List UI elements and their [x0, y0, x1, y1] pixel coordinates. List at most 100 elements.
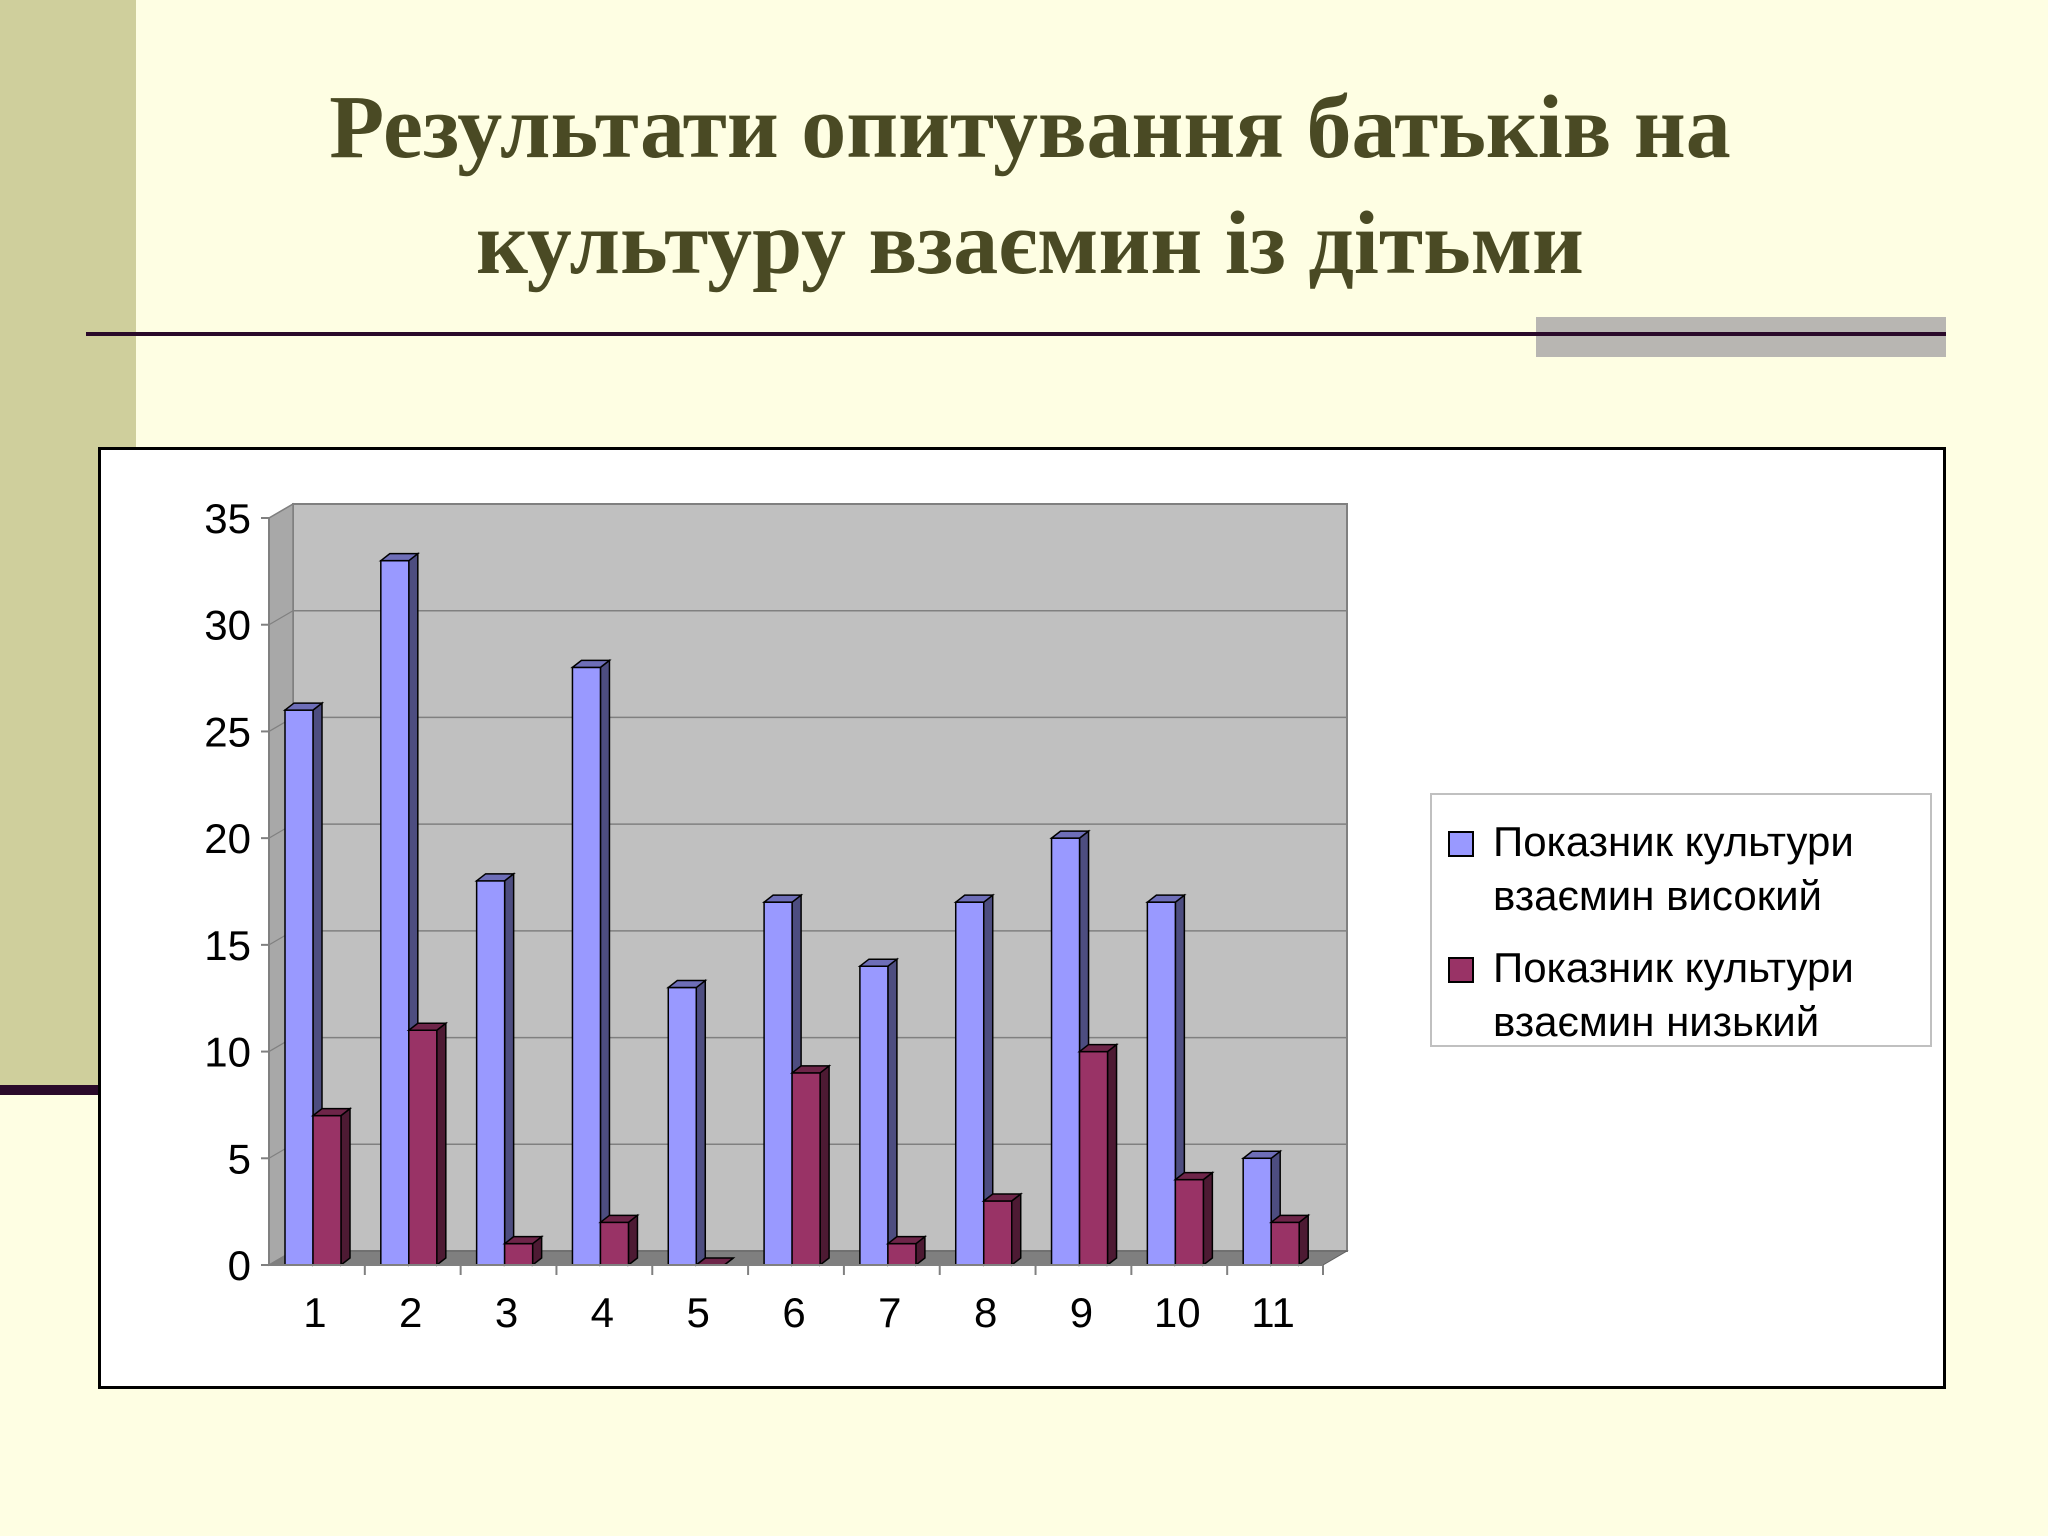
bar-high-7: [857, 957, 900, 1267]
bar-high-2: [378, 552, 421, 1267]
x-tick-label: 2: [399, 1289, 422, 1336]
bar-low-4: [598, 1213, 640, 1267]
bar-front: [1146, 901, 1177, 1266]
legend-label-line-2: взаємин низький: [1493, 998, 1819, 1045]
bar-side: [1202, 1171, 1214, 1267]
bar-front: [599, 1221, 630, 1266]
bar-front: [667, 986, 698, 1266]
bar-front: [887, 1242, 917, 1266]
bar-front: [284, 709, 314, 1266]
slide-title-line-1: Результати опитування батьків на: [329, 78, 1731, 177]
y-tick-label: 30: [204, 602, 251, 649]
bar-top: [1268, 1214, 1311, 1224]
bar-side: [1298, 1213, 1309, 1267]
bar-front: [1270, 1221, 1300, 1266]
slide-title: Результати опитування батьків на культур…: [200, 70, 1860, 302]
bar-low-9: [1077, 1043, 1119, 1267]
bar-top: [857, 958, 900, 967]
legend-label-line-1: Показник культури: [1493, 944, 1854, 991]
bar-top: [1145, 894, 1187, 903]
bar-front: [1174, 1178, 1205, 1266]
bar-top: [1240, 1150, 1283, 1160]
chart-frame: 0 5 10 15 20 25 30 35 1 2 3 4 5 6 7 8 9 10 11 Показник кул…: [98, 447, 1946, 1389]
bar-top: [1049, 830, 1091, 839]
bar-front: [571, 666, 602, 1266]
x-tick-label: 1: [303, 1289, 326, 1336]
bar-side: [1106, 1043, 1118, 1267]
x-tick-label: 5: [687, 1289, 710, 1336]
bar-chart: 0 5 10 15 20 25 30 35 1 2 3 4 5 6 7 8 9 10 11 Показник кул…: [204, 495, 1932, 1336]
bar-top: [378, 552, 421, 562]
bar-top: [282, 702, 325, 711]
bar-low-6: [789, 1064, 832, 1267]
bar-top: [666, 979, 708, 989]
bar-top: [789, 1065, 832, 1074]
legend-box: [1430, 793, 1932, 1047]
legend-label-line-2: взаємин високий: [1493, 872, 1822, 919]
y-gridline-side: [268, 503, 294, 519]
bar-top: [1173, 1171, 1215, 1181]
bar-high-5: [666, 979, 708, 1267]
x-tick-label: 8: [974, 1289, 997, 1336]
bar-low-2: [406, 1021, 449, 1267]
y-tick-label: 15: [204, 922, 251, 969]
bar-top: [1077, 1043, 1119, 1053]
slide-title-line-2: культуру взаємин із дітьми: [476, 194, 1584, 293]
bar-top: [953, 894, 995, 903]
bar-top: [885, 1235, 928, 1245]
bar-front: [503, 1242, 534, 1266]
bar-side: [695, 979, 707, 1267]
bar-front: [954, 901, 985, 1266]
bar-side: [599, 658, 611, 1267]
bar-side: [819, 1064, 830, 1267]
bar-side: [503, 872, 515, 1267]
bar-high-11: [1240, 1149, 1283, 1267]
bar-low-3: [502, 1235, 544, 1267]
bar-front: [859, 965, 889, 1266]
legend-label-line-1: Показник культури: [1493, 818, 1854, 865]
bar-side: [627, 1213, 639, 1267]
legend-swatch-high: [1448, 831, 1474, 857]
bar-top: [310, 1107, 353, 1117]
bar-high-3: [474, 872, 516, 1267]
y-tick-label: 25: [204, 708, 251, 755]
x-tick-label: 6: [782, 1289, 805, 1336]
title-rule: [86, 332, 1946, 336]
bar-low-10: [1173, 1171, 1215, 1267]
bar-front: [791, 1072, 821, 1266]
bar-low-7: [885, 1235, 928, 1267]
x-tick-label: 3: [495, 1289, 518, 1336]
bar-low-8: [981, 1192, 1023, 1267]
bar-top: [981, 1193, 1023, 1202]
bar-low-11: [1268, 1213, 1311, 1267]
title-rule-accent: [1536, 317, 1946, 357]
bar-front: [982, 1200, 1013, 1266]
y-tick-label: 5: [228, 1135, 251, 1182]
legend-swatch-low: [1448, 957, 1474, 983]
bar-front: [763, 901, 793, 1266]
x-tick-label: 4: [591, 1289, 614, 1336]
y-tick-label: 20: [204, 815, 251, 862]
y-tick-label: 35: [204, 495, 251, 542]
x-tick-label: 7: [878, 1289, 901, 1336]
bar-top: [761, 894, 804, 903]
y-tick-label: 0: [228, 1242, 251, 1289]
bar-front: [1078, 1050, 1109, 1266]
bar-front: [312, 1114, 342, 1266]
bar-side: [340, 1107, 351, 1267]
bar-front: [1242, 1157, 1272, 1266]
bar-top: [502, 1235, 544, 1245]
bar-high-4: [570, 658, 612, 1267]
bar-front: [408, 1029, 438, 1266]
x-tick-label: 10: [1154, 1289, 1201, 1336]
bar-front: [475, 880, 506, 1266]
y-gridline-side: [268, 610, 294, 626]
x-tick-label: 11: [1251, 1289, 1295, 1336]
bar-front: [380, 559, 410, 1266]
bar-side: [887, 957, 898, 1267]
bar-top: [570, 659, 612, 669]
bar-top: [598, 1214, 640, 1224]
bar-front: [1050, 837, 1081, 1266]
bar-side: [436, 1021, 447, 1267]
y-tick-label: 10: [204, 1029, 251, 1076]
